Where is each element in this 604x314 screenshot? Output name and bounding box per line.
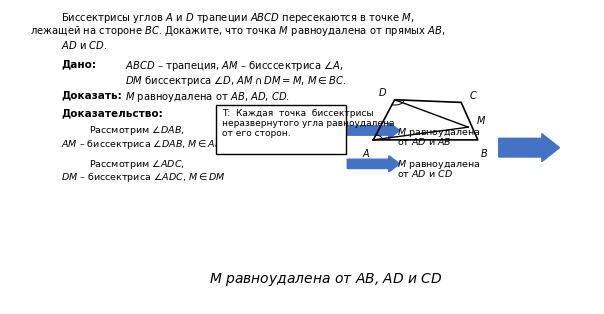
- Text: Биссектрисы углов $A$ и $D$ трапеции $ABCD$ пересекаются в точке $M$,: Биссектрисы углов $A$ и $D$ трапеции $AB…: [61, 11, 415, 25]
- Text: $AD$ и $CD$.: $AD$ и $CD$.: [61, 39, 108, 51]
- Text: $M$: $M$: [476, 114, 486, 126]
- Text: $DM$ биссектриса $\angle D$, $AM \cap DM = M$, $M \in BC$.: $DM$ биссектриса $\angle D$, $AM \cap DM…: [124, 73, 346, 88]
- Text: от $AD$ и $AB$: от $AD$ и $AB$: [397, 136, 452, 147]
- Text: неразвернутого угла равноудалена: неразвернутого угла равноудалена: [222, 119, 395, 128]
- FancyArrow shape: [347, 122, 400, 139]
- Text: $C$: $C$: [469, 89, 478, 101]
- Text: от его сторон.: от его сторон.: [222, 129, 291, 138]
- Text: $D$: $D$: [378, 86, 387, 98]
- FancyBboxPatch shape: [216, 105, 345, 154]
- FancyArrow shape: [347, 156, 400, 172]
- Text: $B$: $B$: [480, 147, 489, 159]
- Text: $M$ равноудалена: $M$ равноудалена: [397, 158, 481, 171]
- Text: лежащей на стороне $BC$. Докажите, что точка $M$ равноудалена от прямых $AB$,: лежащей на стороне $BC$. Докажите, что т…: [30, 25, 446, 38]
- Text: от $AD$ и $CD$: от $AD$ и $CD$: [397, 168, 453, 179]
- Text: $M$ равноудалена: $M$ равноудалена: [397, 126, 481, 139]
- Text: Дано:: Дано:: [61, 59, 96, 69]
- Text: Доказать:: Доказать:: [61, 90, 122, 100]
- Text: $ABCD$ – трапеция, $AM$ – бисссектриса $\angle A$,: $ABCD$ – трапеция, $AM$ – бисссектриса $…: [124, 59, 343, 73]
- Text: $DM$ – биссектриса $\angle ADC$, $M \in DM$: $DM$ – биссектриса $\angle ADC$, $M \in …: [61, 171, 226, 184]
- Text: $AM$ – биссектриса $\angle DAB$, $M \in AM$: $AM$ – биссектриса $\angle DAB$, $M \in …: [61, 138, 224, 151]
- Text: Рассмотрим $\angle DAB$,: Рассмотрим $\angle DAB$,: [89, 124, 185, 137]
- Text: $M$ равноудалена от $AB$, $AD$ и $CD$: $M$ равноудалена от $AB$, $AD$ и $CD$: [210, 271, 443, 288]
- Text: $A$: $A$: [362, 147, 371, 159]
- Text: $M$ равноудалена от $AB$, $AD$, $CD$.: $M$ равноудалена от $AB$, $AD$, $CD$.: [124, 90, 290, 104]
- Text: Доказательство:: Доказательство:: [61, 109, 163, 119]
- FancyArrow shape: [499, 134, 559, 162]
- Text: Рассмотрим $\angle ADC$,: Рассмотрим $\angle ADC$,: [89, 158, 185, 171]
- Text: Т:  Каждая  точка  биссектрисы: Т: Каждая точка биссектрисы: [222, 109, 374, 118]
